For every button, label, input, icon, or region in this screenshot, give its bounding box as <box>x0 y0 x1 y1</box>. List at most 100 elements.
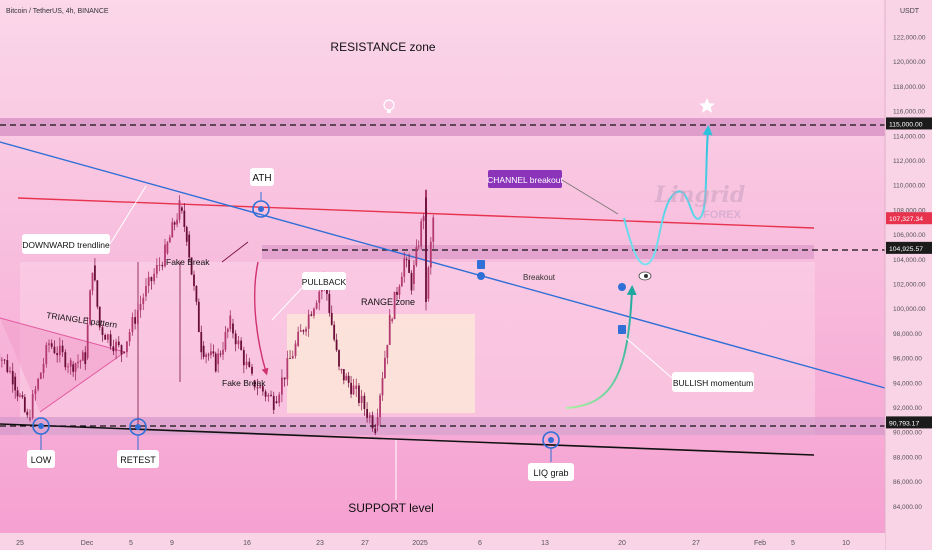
candle-body <box>245 361 248 366</box>
candle-body <box>358 385 360 403</box>
candle-body <box>0 359 3 361</box>
candle-body <box>286 358 289 380</box>
candle-body <box>371 415 374 429</box>
candle-body <box>26 411 29 416</box>
candle-body <box>417 246 420 248</box>
candle-body <box>164 244 166 267</box>
candle-body <box>29 417 31 420</box>
candle-body <box>415 247 418 266</box>
candle-body <box>335 339 338 351</box>
price-label-box <box>886 117 932 130</box>
candle-body <box>347 375 350 383</box>
price-label-text: 115,000.00 <box>889 121 923 128</box>
candle-body <box>374 428 377 434</box>
y-tick-label: 98,000.00 <box>893 331 922 338</box>
candle-body <box>400 276 403 287</box>
marker-low <box>32 417 50 450</box>
candle-body <box>283 377 286 380</box>
bullish-projection-path <box>623 125 713 266</box>
x-tick-label: 20 <box>618 540 626 547</box>
candle-body <box>131 317 134 333</box>
candle-body <box>145 285 147 297</box>
candle-body <box>34 389 37 395</box>
candle-body <box>14 376 17 391</box>
candle-body <box>153 273 156 282</box>
range-zone-label: RANGE zone <box>361 297 415 307</box>
candle-body <box>123 351 126 353</box>
candle-body <box>278 394 281 403</box>
candle-body <box>96 280 99 307</box>
marker-ath <box>252 192 270 218</box>
breakout-dot <box>477 272 485 280</box>
candle-body <box>19 395 21 397</box>
y-tick-label: 92,000.00 <box>893 405 922 412</box>
candle-body <box>342 369 345 381</box>
candle-body <box>299 330 302 332</box>
bullish-momentum-tag: BULLISH momentum <box>672 372 754 392</box>
candle-body <box>104 334 107 340</box>
pullback-tag: PULLBACK <box>302 272 347 290</box>
candle-body <box>181 207 183 211</box>
candle-body <box>117 341 120 346</box>
candle-body <box>128 332 131 342</box>
y-tick-label: 118,000.00 <box>893 84 925 91</box>
liq-grab-label: LIQ grab <box>533 468 568 478</box>
candle-body <box>161 264 164 267</box>
candle-body <box>171 222 174 238</box>
candle-body <box>398 286 401 295</box>
price-labels: 115,000.00 107,327.34 104,925.57 90,793.17 <box>886 117 932 429</box>
candle-body <box>315 303 318 309</box>
candle-body <box>253 380 256 388</box>
candle-body <box>338 350 340 367</box>
candle-body <box>50 343 53 347</box>
y-tick-label: 86,000.00 <box>893 479 922 486</box>
range-zone-box <box>287 314 475 413</box>
time-axis-panel <box>0 533 885 550</box>
candle-body <box>388 314 391 345</box>
candle-body <box>147 277 150 286</box>
y-tick-label: 114,000.00 <box>893 133 925 140</box>
candle-body <box>3 359 6 361</box>
fake-break-top-label: Fake Break <box>166 257 210 267</box>
y-tick-label: 102,000.00 <box>893 282 926 289</box>
y-tick-label: 88,000.00 <box>893 454 922 461</box>
x-tick-label: 9 <box>170 540 174 547</box>
candle-body <box>240 340 243 351</box>
candle-body <box>142 297 145 305</box>
candle-body <box>251 366 253 374</box>
candle-body <box>307 314 310 329</box>
blue-trendline <box>0 141 886 389</box>
low-label: LOW <box>31 455 52 465</box>
candle-body <box>350 382 352 395</box>
candle-body <box>107 334 109 340</box>
pullback-connector <box>271 287 303 321</box>
current-dot <box>618 283 626 291</box>
candle-body <box>126 341 128 353</box>
candle-body <box>272 395 275 410</box>
candle-body <box>352 385 355 395</box>
x-tick-label: 25 <box>16 540 24 547</box>
candle-body <box>173 222 176 225</box>
candle-body <box>313 308 315 316</box>
candle-body <box>183 210 186 227</box>
candle-body <box>136 310 139 324</box>
low-tag: LOW <box>27 450 55 468</box>
candle-body <box>205 354 207 357</box>
candle-body <box>234 333 237 345</box>
candle-body <box>381 378 384 396</box>
black-support-line <box>0 423 815 456</box>
price-label-text: 107,327.34 <box>889 216 923 223</box>
x-tick-label: 5 <box>129 540 133 547</box>
candle-body <box>98 306 101 328</box>
currency-label: USDT <box>900 8 920 15</box>
resistance-band <box>0 118 885 136</box>
candle-body <box>270 394 272 396</box>
red-trendline <box>17 197 815 229</box>
y-tick-label: 106,000.00 <box>893 232 926 239</box>
candle-body <box>168 237 171 243</box>
y-tick-label: 110,000.00 <box>893 183 925 190</box>
y-tick-label: 122,000.00 <box>893 35 926 42</box>
candle-body <box>384 357 386 379</box>
